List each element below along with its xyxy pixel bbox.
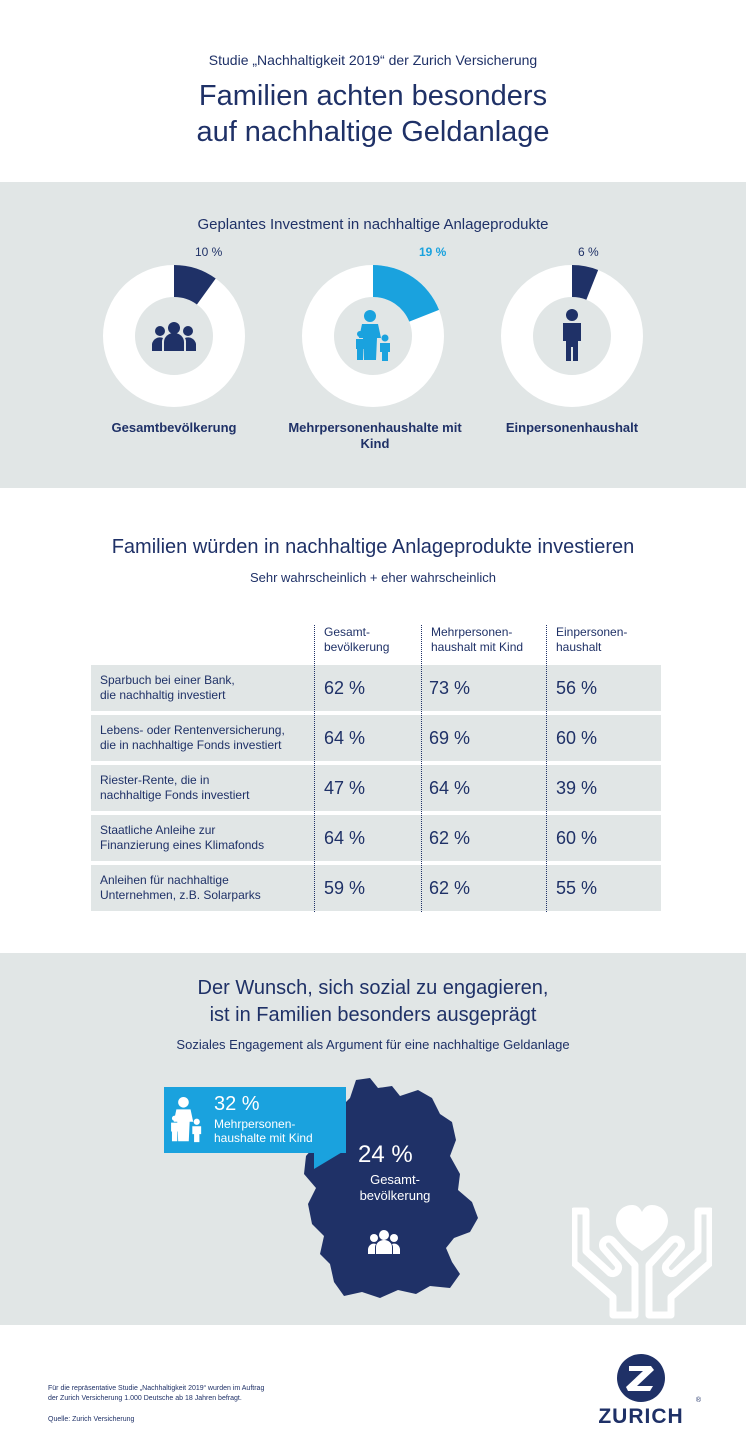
cell-total: 47 % — [324, 778, 366, 798]
donut-slice-total — [174, 265, 216, 305]
column-divider — [546, 625, 547, 912]
cell-family: 62 % — [429, 828, 471, 848]
cell-single: 60 % — [556, 728, 598, 748]
donut-slice-family — [373, 265, 440, 322]
group-icon — [152, 322, 196, 351]
social-title-line-2: ist in Familien besonders ausgeprägt — [209, 1004, 537, 1026]
donut-label-family: Mehrpersonenhaushalte mit Kind — [275, 420, 475, 452]
zurich-logo: ZURICH ® — [585, 1353, 701, 1433]
page-title: Familien achten besonders auf nachhaltig… — [0, 78, 746, 150]
family-social-value: 32 % — [214, 1093, 260, 1115]
donut-label-total: Gesamtbevölkerung — [111, 420, 237, 435]
row-label: Lebens- oder Rentenversicherung, die in … — [100, 723, 285, 752]
group-icon — [368, 1230, 400, 1254]
row-label: Anleihen für nachhaltige Unternehmen, z.… — [100, 873, 261, 902]
row-label: Staatliche Anleihe zur Finanzierung eine… — [100, 823, 265, 852]
cell-total: 62 % — [324, 678, 366, 698]
hands-heart-icon — [572, 1205, 712, 1319]
cell-single: 39 % — [556, 778, 598, 798]
column-divider — [314, 625, 315, 912]
footer-note: Für die repräsentative Studie „Nachhalti… — [48, 1385, 265, 1402]
family-social-label: Mehrpersonen- haushalte mit Kind — [214, 1117, 313, 1145]
donut-value-total: 10 % — [195, 245, 223, 259]
column-header-total: Gesamt- bevölkerung — [324, 625, 390, 654]
cell-family: 64 % — [429, 778, 471, 798]
donut-label-family-text: Mehrpersonenhaushalte mit Kind — [288, 420, 462, 451]
table-title: Familien würden in nachhaltige Anlagepro… — [111, 536, 635, 558]
row-label: Riester-Rente, die in nachhaltige Fonds … — [100, 773, 250, 802]
cell-single: 60 % — [556, 828, 598, 848]
social-title-line-1: Der Wunsch, sich sozial zu engagieren, — [197, 977, 549, 999]
donut-chart-family: 19 % — [302, 245, 446, 407]
footer-source: Quelle: Zurich Versicherung — [48, 1416, 135, 1423]
table-row: Riester-Rente, die in nachhaltige Fonds … — [91, 765, 661, 811]
donut-section-title: Geplantes Investment in nachhaltige Anla… — [197, 216, 549, 233]
donut-section: Geplantes Investment in nachhaltige Anla… — [0, 182, 746, 488]
zurich-z-icon — [617, 1354, 665, 1402]
family-icon — [356, 310, 390, 361]
person-icon — [563, 309, 581, 361]
donut-svg-total — [103, 265, 245, 407]
column-divider — [421, 625, 422, 912]
donut-slice-single — [572, 265, 599, 300]
column-header-single: Einpersonen- haushalt — [556, 625, 628, 654]
cell-family: 62 % — [429, 878, 471, 898]
total-social-value: 24 % — [358, 1141, 413, 1168]
donut-svg-family — [302, 265, 444, 407]
table-subtitle: Sehr wahrscheinlich + eher wahrscheinlic… — [249, 570, 497, 585]
cell-total: 59 % — [324, 878, 366, 898]
header: Studie „Nachhaltigkeit 2019“ der Zurich … — [0, 0, 746, 182]
zurich-wordmark: ZURICH — [598, 1405, 684, 1428]
cell-total: 64 % — [324, 828, 366, 848]
table-row: Lebens- oder Rentenversicherung, die in … — [91, 715, 661, 761]
donut-svg-single — [501, 265, 643, 407]
family-icon — [171, 1097, 202, 1143]
cell-family: 69 % — [429, 728, 471, 748]
social-section: Der Wunsch, sich sozial zu engagieren, i… — [0, 953, 746, 1325]
table-row: Anleihen für nachhaltige Unternehmen, z.… — [91, 865, 661, 911]
table-row: Staatliche Anleihe zur Finanzierung eine… — [91, 815, 661, 861]
cell-family: 73 % — [429, 678, 471, 698]
row-label: Sparbuch bei einer Bank, die nachhaltig … — [100, 673, 235, 702]
donut-label-single: Einpersonenhaushalt — [505, 420, 639, 435]
social-subtitle: Soziales Engagement als Argument für ein… — [176, 1037, 570, 1052]
donut-chart-single: 6 % — [501, 245, 643, 407]
registered-mark: ® — [695, 1397, 701, 1404]
donut-chart-total: 10 % — [103, 245, 245, 407]
family-callout: 32 % Mehrpersonen- haushalte mit Kind — [164, 1087, 346, 1169]
footer: Für die repräsentative Studie „Nachhalti… — [0, 1325, 746, 1455]
total-social-label: Gesamt- bevölkerung — [359, 1172, 431, 1203]
germany-map — [304, 1078, 478, 1298]
cell-single: 56 % — [556, 678, 598, 698]
callout-tail — [314, 1151, 344, 1169]
donut-value-family: 19 % — [419, 245, 447, 259]
cell-total: 64 % — [324, 728, 366, 748]
social-title: Der Wunsch, sich sozial zu engagieren, i… — [0, 975, 746, 1029]
table-row: Sparbuch bei einer Bank, die nachhaltig … — [91, 665, 661, 711]
cell-single: 55 % — [556, 878, 598, 898]
study-kicker: Studie „Nachhaltigkeit 2019“ der Zurich … — [208, 52, 538, 68]
column-header-family: Mehrpersonen- haushalt mit Kind — [431, 625, 524, 654]
page-title-line-2: auf nachhaltige Geldanlage — [196, 116, 550, 148]
page-title-line-1: Familien achten besonders — [198, 80, 548, 112]
donut-value-single: 6 % — [578, 245, 599, 259]
table-section: Familien würden in nachhaltige Anlagepro… — [0, 488, 746, 953]
